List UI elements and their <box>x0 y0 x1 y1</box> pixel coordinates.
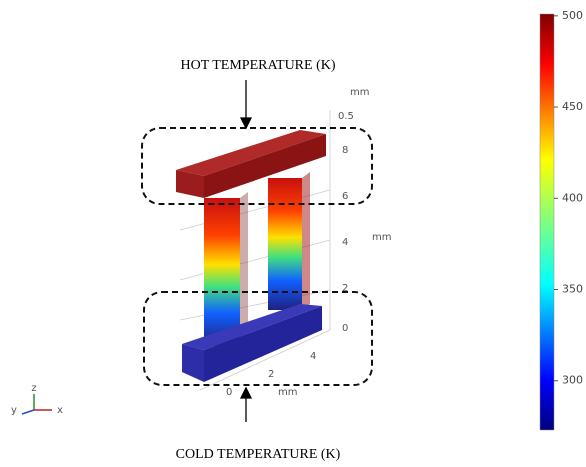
left-leg-side <box>240 192 248 346</box>
z-tick: 4 <box>342 237 348 248</box>
colorbar <box>539 13 555 431</box>
x-tick: 2 <box>268 369 274 380</box>
base-front <box>204 306 322 382</box>
base-top <box>182 304 322 350</box>
top-unit: mm <box>350 87 369 98</box>
colorbar-label: 400 <box>562 191 583 204</box>
triad-x: x <box>57 405 63 416</box>
colorbar-label: 500 <box>562 9 583 22</box>
bar-top <box>176 130 326 176</box>
cold-region <box>143 291 373 386</box>
x-unit: mm <box>278 387 297 398</box>
top-tick: 0.5 <box>338 111 354 122</box>
right-leg <box>268 178 302 310</box>
left-leg <box>204 198 240 346</box>
x-tick: 4 <box>310 351 316 362</box>
hot-label: HOT TEMPERATURE (K) <box>180 58 335 73</box>
bar-end <box>176 170 204 198</box>
colorbar-label: 450 <box>562 100 583 113</box>
z-tick: 8 <box>342 145 348 156</box>
z-unit: mm <box>372 232 391 243</box>
z-tick: 6 <box>342 191 348 202</box>
triad-z: z <box>31 383 36 394</box>
arrows <box>239 80 253 422</box>
hot-region <box>141 127 373 205</box>
cold-label: COLD TEMPERATURE (K) <box>176 447 341 462</box>
bar-front <box>204 134 326 198</box>
z-tick: 0 <box>342 323 348 334</box>
base-end <box>182 344 204 382</box>
z-tick: 2 <box>342 283 348 294</box>
triad-y: y <box>11 405 17 416</box>
triad <box>21 394 52 415</box>
colorbar-label: 300 <box>562 374 583 387</box>
x-tick: 0 <box>226 387 232 398</box>
right-leg-side <box>302 172 310 310</box>
colorbar-label: 350 <box>562 283 583 296</box>
